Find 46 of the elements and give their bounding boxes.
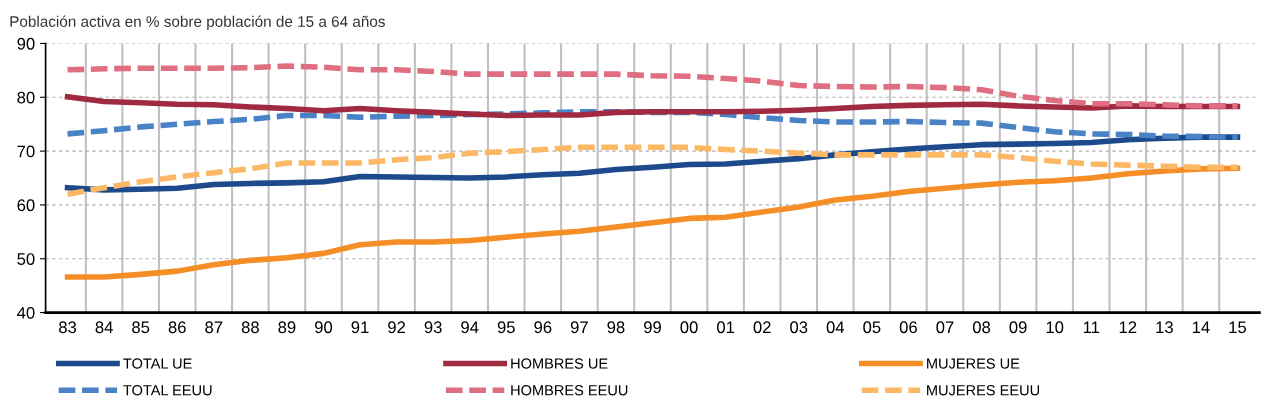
legend-label: MUJERES UE [927, 358, 1020, 369]
x-tick-label: 85 [132, 321, 150, 334]
x-tick-label: 00 [680, 321, 698, 334]
x-tick-label: 04 [826, 321, 845, 334]
x-tick-label: 96 [534, 321, 552, 334]
y-tick-label: 70 [17, 145, 35, 158]
x-tick-label: 01 [717, 321, 735, 334]
y-tick-label: 50 [17, 253, 35, 265]
legend-label: TOTAL UE [123, 358, 192, 369]
x-tick-label: 88 [241, 321, 259, 334]
x-tick-label: 11 [1083, 321, 1100, 333]
x-tick-label: 90 [314, 321, 333, 334]
x-tick-label: 08 [972, 321, 991, 334]
x-tick-label: 84 [95, 321, 113, 334]
x-tick-label: 83 [59, 321, 77, 334]
x-tick-label: 10 [1046, 321, 1064, 334]
x-tick-label: 87 [205, 321, 223, 334]
legend-label: MUJERES EEUU [927, 385, 1040, 396]
x-tick-label: 15 [1229, 321, 1247, 334]
y-tick-label: 90 [17, 37, 35, 50]
x-tick-label: 93 [424, 321, 442, 334]
x-tick-label: 12 [1119, 321, 1137, 333]
y-tick-label: 40 [17, 306, 35, 319]
x-tick-label: 94 [461, 321, 479, 334]
x-tick-label: 91 [351, 321, 369, 334]
legend-label: HOMBRES EEUU [511, 385, 628, 396]
x-tick-label: 03 [790, 321, 808, 334]
x-tick-label: 13 [1156, 321, 1173, 334]
x-tick-label: 07 [936, 321, 954, 334]
x-tick-label: 02 [753, 321, 771, 334]
x-tick-label: 95 [497, 321, 515, 334]
legend-label: HOMBRES UE [511, 358, 608, 369]
x-tick-label: 06 [899, 321, 917, 334]
x-tick-label: 89 [278, 321, 296, 334]
x-tick-label: 09 [1009, 321, 1027, 334]
x-tick-label: 97 [570, 321, 588, 334]
x-tick-label: 86 [168, 321, 186, 334]
x-tick-label: 98 [607, 321, 625, 334]
x-tick-label: 99 [644, 321, 661, 334]
y-tick-label: 80 [17, 91, 35, 104]
y-tick-label: 60 [17, 199, 35, 212]
chart-title: Población activa en % sobre población de 15 a 64 años [10, 15, 385, 30]
x-tick-label: 14 [1192, 321, 1210, 333]
x-tick-label: 05 [863, 321, 881, 334]
legend-label: TOTAL EEUU [123, 385, 212, 396]
x-tick-label: 92 [388, 321, 406, 334]
